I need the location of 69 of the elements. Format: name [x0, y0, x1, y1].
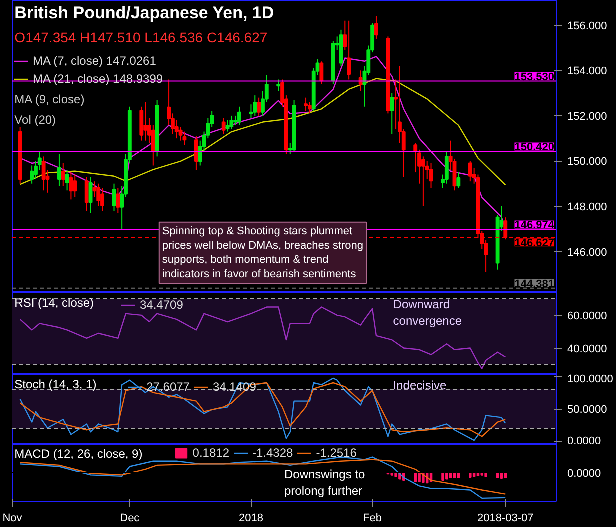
legend-label: 34.4709: [140, 298, 184, 312]
candlestick: [253, 95, 258, 116]
candlestick: [84, 176, 89, 212]
annotation: Spinning top & Shooting stars plummet prices well below DMAs, breaches strong supports, both momentum & trend indicators in favor of bearish sentiments: [162, 225, 364, 281]
candlestick: [30, 165, 34, 184]
candlestick: [92, 181, 97, 198]
y-tick-label: 152.000: [568, 110, 608, 123]
legend-label: 0.1812: [192, 446, 230, 460]
candlestick: [456, 172, 461, 189]
candlestick: [194, 136, 198, 171]
candlestick: [57, 154, 62, 187]
candlestick: [230, 115, 234, 130]
candlestick: [42, 156, 46, 192]
candlestick: [61, 162, 66, 187]
chart-title: MACD (12, 26, close, 9): [14, 446, 143, 461]
annotation: Vol (20): [14, 112, 56, 127]
x-tick-label: Dec: [120, 512, 140, 524]
candlestick: [308, 102, 312, 114]
candlestick: [390, 92, 394, 135]
x-tick-label: 2018-03-07: [477, 512, 534, 524]
y-tick-label: 50.0000: [568, 404, 608, 416]
candlestick: [73, 174, 78, 198]
y-tick-label: 100.0000: [568, 374, 614, 386]
annotation: MA (9, close): [14, 92, 85, 106]
x-tick-label: Feb: [363, 512, 382, 524]
candlestick: [304, 97, 308, 112]
ref-line-label: 153.530: [514, 71, 555, 84]
y-tick-label: 154.000: [568, 66, 608, 78]
legend-label: -1.4328: [252, 446, 294, 460]
candlestick: [100, 188, 104, 212]
candlestick: [374, 16, 378, 40]
candlestick: [69, 172, 74, 200]
candlestick: [320, 61, 324, 85]
candlestick: [276, 79, 281, 92]
y-tick-label: 146.000: [568, 246, 608, 259]
legend-label: -1.2516: [316, 446, 357, 460]
x-tick-label: Nov: [2, 512, 23, 524]
chart-title: RSI (14, close): [14, 296, 94, 310]
candlestick: [347, 20, 352, 80]
candlestick: [421, 156, 426, 207]
y-tick-label: 150.000: [568, 156, 608, 168]
candlestick: [468, 160, 472, 182]
annotation: Downswings to prolong further: [284, 467, 366, 498]
candlestick: [96, 183, 101, 207]
ref-line-label: 150.420: [514, 142, 555, 154]
annotation: Indecisive: [393, 378, 447, 393]
candlestick: [444, 152, 449, 184]
candlestick: [144, 102, 148, 142]
y-tick-label: 148.000: [568, 201, 608, 214]
candlestick: [234, 115, 238, 126]
candlestick: [238, 106, 242, 126]
candlestick: [222, 118, 226, 135]
candlestick: [257, 97, 262, 116]
text: O147.354 H147.510 L146.536 C146.627: [14, 30, 268, 46]
chart-title: Stoch (14, 3, 1): [14, 377, 97, 392]
ref-line-label: 144.381: [514, 278, 555, 290]
y-tick-label: 156.000: [568, 20, 608, 32]
annotation: Downward convergence: [393, 297, 462, 328]
candlestick: [112, 183, 116, 212]
x-tick-label: 2018: [239, 512, 264, 524]
candlestick: [226, 120, 230, 132]
y-tick-label: 40.0000: [568, 343, 608, 356]
chart-title: British Pound/Japanese Yen, 1D: [14, 3, 274, 22]
candlestick: [65, 170, 70, 192]
ref-line-label: 146.974: [514, 220, 556, 232]
y-tick-label: 60.0000: [568, 310, 608, 322]
candlestick: [116, 188, 120, 214]
candlestick: [182, 131, 187, 146]
legend-label: MA (7, close) 147.0261: [33, 54, 156, 68]
